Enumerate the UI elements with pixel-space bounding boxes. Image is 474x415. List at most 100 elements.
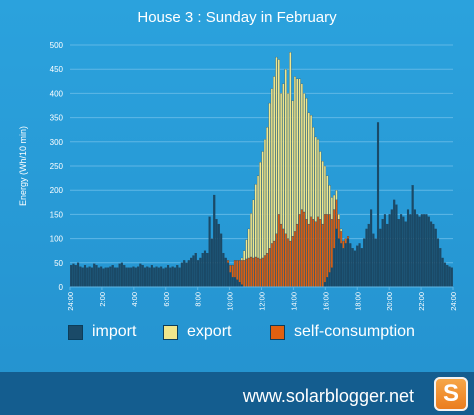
bar-export: [266, 127, 269, 254]
bar-import: [148, 267, 151, 288]
bar-export: [282, 83, 285, 230]
bar-export: [319, 151, 322, 220]
bar-import: [381, 219, 384, 288]
bar-import: [208, 216, 211, 288]
site-link[interactable]: www.solarblogger.net: [242, 386, 414, 406]
bar-self-consumption: [236, 260, 239, 280]
bar-import: [376, 122, 380, 288]
y-tick-label: 500: [50, 41, 64, 50]
bar-import: [420, 214, 423, 288]
bar-export: [291, 100, 294, 237]
bar-import: [137, 266, 140, 288]
bar-import: [173, 267, 177, 288]
bar-import: [446, 265, 449, 288]
bar-self-consumption: [333, 209, 336, 249]
x-tick-label: 22:00: [417, 292, 426, 311]
bar-export: [305, 98, 308, 220]
bar-import: [434, 228, 437, 288]
bar-import: [169, 267, 172, 288]
bar-import: [102, 268, 105, 288]
bar-import: [390, 209, 393, 288]
bar-export: [273, 76, 276, 242]
bar-self-consumption: [291, 236, 294, 288]
bar-self-consumption: [323, 214, 327, 283]
bar-import: [411, 185, 414, 288]
bar-import: [81, 267, 84, 288]
bar-import: [344, 243, 347, 288]
x-tick-label: 24:00: [66, 292, 75, 311]
bar-export: [261, 151, 264, 259]
legend-swatch-export: [163, 324, 178, 340]
bar-import: [139, 263, 142, 288]
bar-export: [259, 162, 262, 260]
bar-import: [356, 245, 359, 288]
bar-import: [441, 257, 444, 288]
bar-export: [256, 175, 260, 259]
bar-self-consumption: [296, 223, 299, 288]
bar-export: [333, 194, 336, 210]
bar-export: [312, 127, 315, 220]
bar-import: [180, 262, 183, 288]
bar-import: [236, 279, 239, 288]
y-tick-label: 450: [50, 65, 64, 74]
bar-import: [342, 248, 345, 288]
bar-export: [263, 139, 267, 256]
bar-export: [275, 56, 278, 234]
bar-export: [252, 199, 255, 259]
bar-import: [157, 267, 160, 288]
bar-self-consumption: [238, 260, 241, 283]
x-tick-label: 14:00: [289, 292, 298, 311]
bar-import: [340, 243, 343, 288]
bar-import: [143, 267, 147, 288]
grid-lines: [70, 44, 453, 288]
bar-self-consumption: [229, 265, 232, 273]
bar-import: [215, 219, 218, 288]
bar-self-consumption: [254, 256, 257, 288]
legend-swatch-import: [68, 324, 83, 340]
x-tick-label: 12:00: [258, 292, 267, 311]
bar-import: [146, 266, 149, 288]
bar-import: [351, 248, 354, 288]
legend-label-self-consumption: self-consumption: [294, 323, 415, 340]
bar-import: [238, 282, 241, 288]
bar-self-consumption: [335, 199, 338, 230]
bar-export: [293, 76, 297, 232]
bar-self-consumption: [268, 248, 271, 288]
bar-import: [402, 216, 405, 288]
bar-self-consumption: [307, 223, 310, 288]
bar-import: [141, 265, 144, 288]
y-tick-label: 50: [54, 259, 63, 268]
bar-self-consumption: [226, 260, 230, 263]
bar-import: [450, 267, 453, 288]
bar-export: [243, 250, 246, 261]
bar-import: [178, 267, 181, 288]
legend-item-export: export: [163, 323, 231, 341]
bar-import: [333, 248, 336, 288]
bar-import: [104, 267, 107, 288]
bar-import: [201, 252, 204, 288]
legend-swatch-self-consumption: [270, 324, 285, 340]
bar-import: [111, 265, 114, 288]
bar-import: [171, 266, 174, 288]
bar-import: [233, 277, 237, 288]
bar-self-consumption: [300, 209, 303, 288]
bar-import: [183, 260, 186, 288]
bar-import: [430, 221, 433, 288]
bar-import: [349, 243, 352, 288]
bar-import: [77, 262, 80, 288]
bar-import: [132, 266, 135, 288]
bar-self-consumption: [303, 211, 306, 288]
bar-self-consumption: [275, 233, 278, 288]
bar-self-consumption: [340, 231, 343, 244]
bar-self-consumption: [319, 219, 322, 288]
bar-import: [337, 238, 340, 288]
bar-import: [95, 265, 98, 288]
bar-import: [116, 267, 119, 288]
bar-import: [155, 266, 158, 288]
bar-import: [86, 267, 89, 288]
bar-import: [229, 272, 232, 288]
bar-export: [280, 93, 283, 225]
bar-import: [93, 263, 96, 288]
bar-import: [220, 233, 223, 288]
bar-import: [409, 214, 412, 288]
